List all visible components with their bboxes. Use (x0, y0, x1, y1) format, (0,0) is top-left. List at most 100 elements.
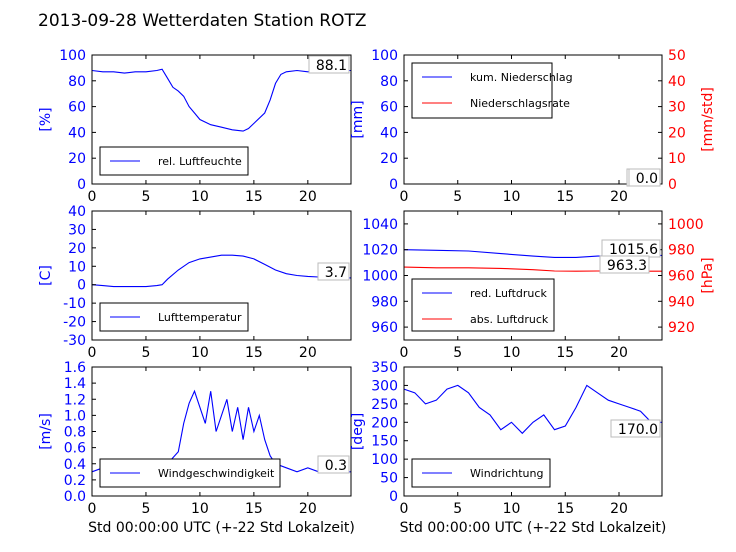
plot-frame-humidity (91, 54, 352, 185)
y2-tick-label-precipitation: 50 (668, 48, 686, 64)
y2-tick-label-pressure: 960 (668, 269, 695, 285)
legend-box-wind_speed (99, 458, 281, 488)
panel-precipitation: 0 5 10 15 20 0 20 40 60 80 100 0 10 20 30 40 50 [mm] [mm/s… (350, 48, 716, 205)
x-tick-label-precipitation: 5 (453, 189, 462, 205)
y-tick-label-temperature: 0 (77, 278, 86, 294)
series-line-temperature-0 (91, 254, 352, 288)
y-axis-label-temperature: [C] (38, 265, 54, 286)
y2-tick-label-pressure: 1000 (668, 217, 704, 233)
x-tick-label-wind_speed: 5 (141, 501, 150, 517)
legend-label-wind_direction: Windrichtung (470, 467, 543, 480)
panel-wind_speed: 0 5 10 15 20 0.00.20.40.60.81.01.21.41.6 [m/s]… (38, 360, 355, 536)
y-tick-label-pressure: 1040 (362, 217, 398, 233)
legend-label-humidity: rel. Luftfeuchte (158, 155, 242, 168)
y-tick-label-precipitation: 40 (380, 125, 398, 141)
y-tick-label-wind_speed: 1.6 (64, 360, 86, 376)
legend-label-temperature: Lufttemperatur (158, 311, 242, 324)
x-tick-label-humidity: 0 (88, 189, 97, 205)
panel-humidity: 0 5 10 15 20 0 20 40 60 80 100 [%] rel. Luftfeuchte 8… (38, 48, 352, 205)
y-tick-label-wind_direction: 300 (371, 378, 398, 394)
y-tick-label-pressure: 1020 (362, 243, 398, 259)
y-tick-label-precipitation: 60 (380, 100, 398, 116)
y2-axis-label-precipitation: [mm/std] (700, 87, 716, 152)
current-value-wind_direction: 170.0 (618, 422, 658, 438)
panel-temperature: 0 5 10 15 20 -30 -20 -10 0 10 20 30 40 [C] Lufttempera… (38, 204, 352, 361)
x-tick-label-precipitation: 0 (400, 189, 409, 205)
y2-tick-label-pressure: 940 (668, 294, 695, 310)
figure-title: 2013-09-28 Wetterdaten Station ROTZ (38, 11, 367, 31)
y-tick-label-pressure: 960 (371, 320, 398, 336)
current-value-box-humidity (308, 55, 350, 74)
y-tick-label-wind_speed: 1.2 (64, 392, 86, 408)
y-tick-label-humidity: 0 (77, 177, 86, 193)
y-tick-label-wind_direction: 200 (371, 415, 398, 431)
y2-tick-label-precipitation: 30 (668, 100, 686, 116)
x-tick-label-wind_speed: 20 (299, 501, 317, 517)
x-tick-label-precipitation: 15 (556, 189, 574, 205)
x-tick-label-precipitation: 10 (503, 189, 521, 205)
plot-frame-temperature (91, 210, 352, 341)
x-tick-label-pressure: 15 (556, 345, 574, 361)
x-tick-label-humidity: 5 (141, 189, 150, 205)
x-tick-label-wind_speed: 15 (245, 501, 263, 517)
current-value-box-wind_speed (317, 455, 350, 474)
y-tick-label-pressure: 1000 (362, 269, 398, 285)
y-tick-label-wind_speed: 1.4 (64, 376, 86, 392)
y-tick-label-humidity: 20 (68, 151, 86, 167)
current-value-precipitation: 0.0 (636, 171, 658, 187)
x-tick-label-humidity: 20 (299, 189, 317, 205)
series-line-wind_direction-0 (403, 384, 662, 435)
x-tick-label-pressure: 10 (503, 345, 521, 361)
current-value-box-precipitation (628, 168, 661, 187)
x-tick-label-pressure: 5 (453, 345, 462, 361)
plot-frame-wind_direction (403, 366, 663, 497)
y-tick-label-temperature: -30 (63, 333, 86, 349)
y2-tick-label-pressure: 980 (668, 243, 695, 259)
y-tick-label-wind_speed: 0.2 (64, 473, 86, 489)
x-tick-label-pressure: 20 (610, 345, 628, 361)
y-tick-label-wind_direction: 350 (371, 360, 398, 376)
x-tick-label-wind_direction: 0 (400, 501, 409, 517)
y2-tick-label-precipitation: 10 (668, 151, 686, 167)
panel-pressure: 0 5 10 15 20 960 980 1000 1020 1040 920 940 960 980 10… (362, 210, 716, 361)
x-tick-label-temperature: 15 (245, 345, 263, 361)
y-tick-label-temperature: 20 (68, 241, 86, 257)
x-tick-label-wind_direction: 5 (453, 501, 462, 517)
y-tick-label-humidity: 60 (68, 100, 86, 116)
x-tick-label-temperature: 20 (299, 345, 317, 361)
current-value-pressure: 963.3 (607, 258, 647, 274)
y-tick-label-humidity: 100 (59, 48, 86, 64)
y-tick-label-precipitation: 100 (371, 48, 398, 64)
y-axis-label-precipitation: [mm] (350, 100, 366, 138)
x-axis-label-wind_speed: Std 00:00:00 UTC (+-22 Std Lokalzeit) (88, 520, 355, 536)
y-axis-label-humidity: [%] (38, 107, 54, 131)
y-tick-label-temperature: -20 (63, 315, 86, 331)
x-tick-label-wind_speed: 0 (88, 501, 97, 517)
y-tick-label-wind_direction: 0 (389, 489, 398, 505)
y-tick-label-temperature: 30 (68, 222, 86, 238)
y-tick-label-wind_speed: 0.6 (64, 441, 86, 457)
x-tick-label-humidity: 10 (191, 189, 209, 205)
y-tick-label-temperature: 40 (68, 204, 86, 220)
x-tick-label-temperature: 0 (88, 345, 97, 361)
x-tick-label-humidity: 15 (245, 189, 263, 205)
legend-label-pressure: red. Luftdruck (470, 287, 547, 300)
y-tick-label-wind_direction: 250 (371, 397, 398, 413)
current-value-pressure: 1015.6 (609, 242, 658, 258)
y-tick-label-wind_speed: 1.0 (64, 408, 86, 424)
current-value-humidity: 88.1 (316, 58, 347, 74)
x-tick-label-wind_direction: 10 (503, 501, 521, 517)
x-axis-label-wind_direction: Std 00:00:00 UTC (+-22 Std Lokalzeit) (400, 520, 667, 536)
y-tick-label-precipitation: 20 (380, 151, 398, 167)
current-value-box-temperature (317, 262, 350, 281)
current-value-wind_speed: 0.3 (325, 458, 347, 474)
x-tick-label-precipitation: 20 (610, 189, 628, 205)
y2-tick-label-pressure: 920 (668, 320, 695, 336)
y-tick-label-wind_speed: 0.0 (64, 489, 86, 505)
y-tick-label-wind_direction: 50 (380, 471, 398, 487)
legend-label-wind_speed: Windgeschwindigkeit (158, 467, 275, 480)
x-tick-label-temperature: 10 (191, 345, 209, 361)
legend-box-pressure (411, 278, 555, 332)
